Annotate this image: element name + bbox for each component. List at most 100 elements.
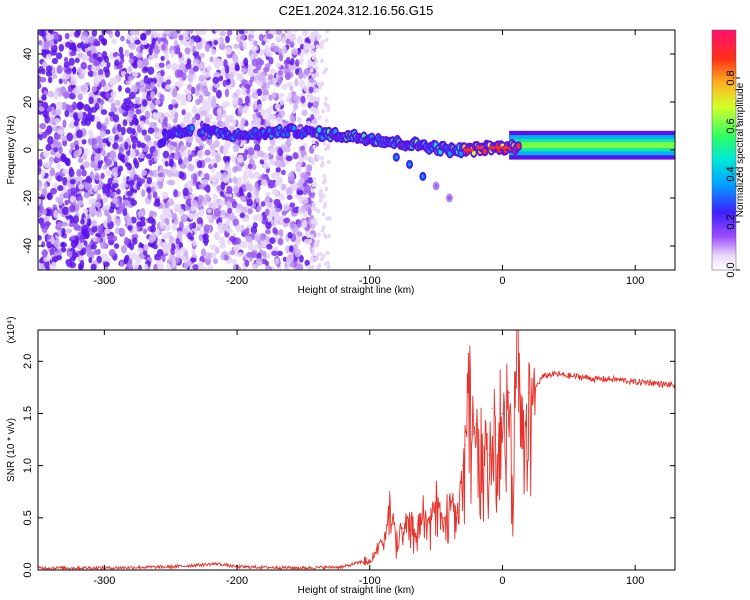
snr-data-point	[415, 532, 417, 535]
spectrogram-noise-blob	[277, 237, 284, 246]
spectrogram-noise-blob	[101, 30, 106, 36]
spectrogram-noise-blob	[53, 32, 60, 41]
spectrogram-noise-blob	[292, 152, 299, 160]
spectrogram-noise-blob	[209, 56, 214, 63]
spectrogram-noise-blob	[252, 163, 257, 170]
spectrogram-noise-blob	[284, 62, 289, 70]
spectrogram-noise-blob	[195, 136, 201, 143]
spectrogram-noise-blob	[278, 53, 284, 62]
spectrogram-noise-blob	[114, 59, 120, 67]
spectrogram-noise-blob	[304, 184, 312, 193]
spectrogram-noise-blob	[253, 171, 261, 179]
spectrogram-noise-blob	[166, 169, 174, 178]
spectrogram-noise-blob	[291, 48, 299, 56]
spectrogram-noise-blob	[173, 103, 179, 109]
spectrogram-noise-blob	[50, 261, 57, 270]
spectrogram-noise-blob	[145, 30, 151, 36]
spectrogram-noise-blob	[73, 266, 78, 270]
spectrogram-noise-blob	[263, 66, 270, 73]
spectrogram-noise-blob	[142, 228, 148, 235]
spectrogram-noise-blob	[167, 199, 175, 206]
spectrogram-noise-blob	[321, 212, 326, 217]
spectrogram-noise-blob	[232, 144, 240, 153]
chart-title: C2E1.2024.312.16.56.G15	[279, 3, 434, 18]
spectrogram-noise-blob	[38, 167, 42, 173]
snr-data-point	[491, 407, 493, 409]
spectrogram-noise-blob	[127, 65, 133, 73]
spectrogram-noise-blob	[147, 66, 155, 75]
spectrogram-noise-blob	[45, 53, 52, 61]
spectrogram-noise-blob	[231, 201, 238, 209]
spectrogram-noise-blob	[174, 69, 182, 79]
spectrogram-noise-blob	[63, 61, 70, 69]
spectrogram-noise-blob	[287, 92, 292, 99]
spectrogram-noise-blob	[198, 140, 204, 146]
spectrogram-noise-blob	[132, 103, 140, 109]
snr-x-tick-label: 0	[499, 575, 505, 587]
spectrogram-noise-blob	[237, 251, 243, 258]
spectrogram-noise-blob	[76, 168, 82, 177]
spectrogram-noise-blob	[192, 51, 199, 57]
spectrogram-noise-blob	[315, 44, 320, 49]
spectrogram-noise-blob	[162, 150, 170, 159]
spectrogram-noise-blob	[148, 47, 153, 56]
spectrogram-noise-blob	[281, 36, 287, 45]
spectrogram-noise-blob	[61, 73, 66, 80]
spectrogram-noise-blob	[204, 116, 210, 123]
spectrogram-noise-blob	[242, 105, 249, 112]
spectrogram-noise-blob	[142, 65, 149, 72]
spectrogram-noise-blob	[269, 68, 276, 74]
spectrogram-noise-blob	[311, 139, 316, 145]
spectrogram-noise-blob	[100, 241, 107, 249]
spectrogram-noise-blob	[140, 178, 146, 184]
spectrogram-noise-blob	[258, 33, 264, 42]
colorbar-ticks: 0.0 0.2 0.4 0.6 0.8	[725, 70, 740, 278]
spectrogram-noise-blob	[229, 72, 234, 81]
spectrogram-noise-blob	[100, 60, 106, 68]
spectrogram-noise-blob	[220, 181, 226, 191]
spectrogram-noise-blob	[156, 238, 163, 248]
spectrogram-noise-blob	[288, 245, 294, 253]
spectrogram-noise-blob	[90, 161, 96, 168]
snr-data-point	[342, 566, 344, 568]
spectrogram-noise-blob	[265, 107, 272, 115]
spectrogram-noise-blob	[198, 74, 206, 82]
spectrogram-noise-blob	[295, 68, 300, 75]
spectrogram-noise-blob	[149, 225, 157, 233]
spectrogram-noise-blob	[73, 224, 80, 231]
spectrogram-noise-blob	[238, 41, 244, 50]
spectrogram-noise-blob	[139, 87, 146, 93]
spectrogram-noise-blob	[171, 30, 178, 40]
spectrogram-noise-blob	[326, 264, 331, 270]
spectrogram-noise-blob	[80, 34, 87, 41]
spectrogram-noise-blob	[90, 243, 97, 250]
spectrogram-noise-blob	[198, 184, 204, 190]
snr-data-point	[435, 496, 437, 498]
spectrogram-noise-blob	[289, 221, 295, 229]
spectrogram-noise-blob	[315, 71, 320, 76]
spectrogram-noise-blob	[149, 102, 155, 111]
spectrogram-noise-blob	[76, 200, 84, 207]
spectrogram-noise-blob	[197, 36, 202, 43]
spectrogram-noise-blob	[56, 175, 64, 182]
spectrogram-noise-blob	[187, 163, 195, 172]
spectrogram-noise-blob	[104, 228, 111, 235]
spectrogram-noise-blob	[277, 250, 283, 257]
spectrogram-y-tick-label: 0	[22, 147, 34, 153]
spectrogram-noise-blob	[238, 30, 246, 35]
spectrogram-noise-blob	[107, 214, 112, 224]
spectrogram-noise-blob	[260, 109, 266, 117]
spectrogram-noise-blob	[51, 57, 59, 65]
spectrogram-noise-blob	[306, 164, 313, 172]
spectrogram-noise-blob	[311, 251, 315, 256]
spectrogram-noise-blob	[141, 169, 148, 176]
spectrogram-noise-blob	[131, 136, 139, 144]
spectrogram-noise-blob	[264, 81, 270, 90]
spectrogram-noise-blob	[180, 144, 185, 153]
snr-data-point	[448, 496, 450, 498]
spectrogram-noise-blob	[326, 107, 330, 112]
spectrogram-noise-blob	[146, 186, 152, 194]
spectrogram-noise-blob	[127, 75, 134, 81]
spectrogram-noise-blob	[272, 45, 279, 53]
spectrogram-noise-blob	[77, 93, 83, 101]
